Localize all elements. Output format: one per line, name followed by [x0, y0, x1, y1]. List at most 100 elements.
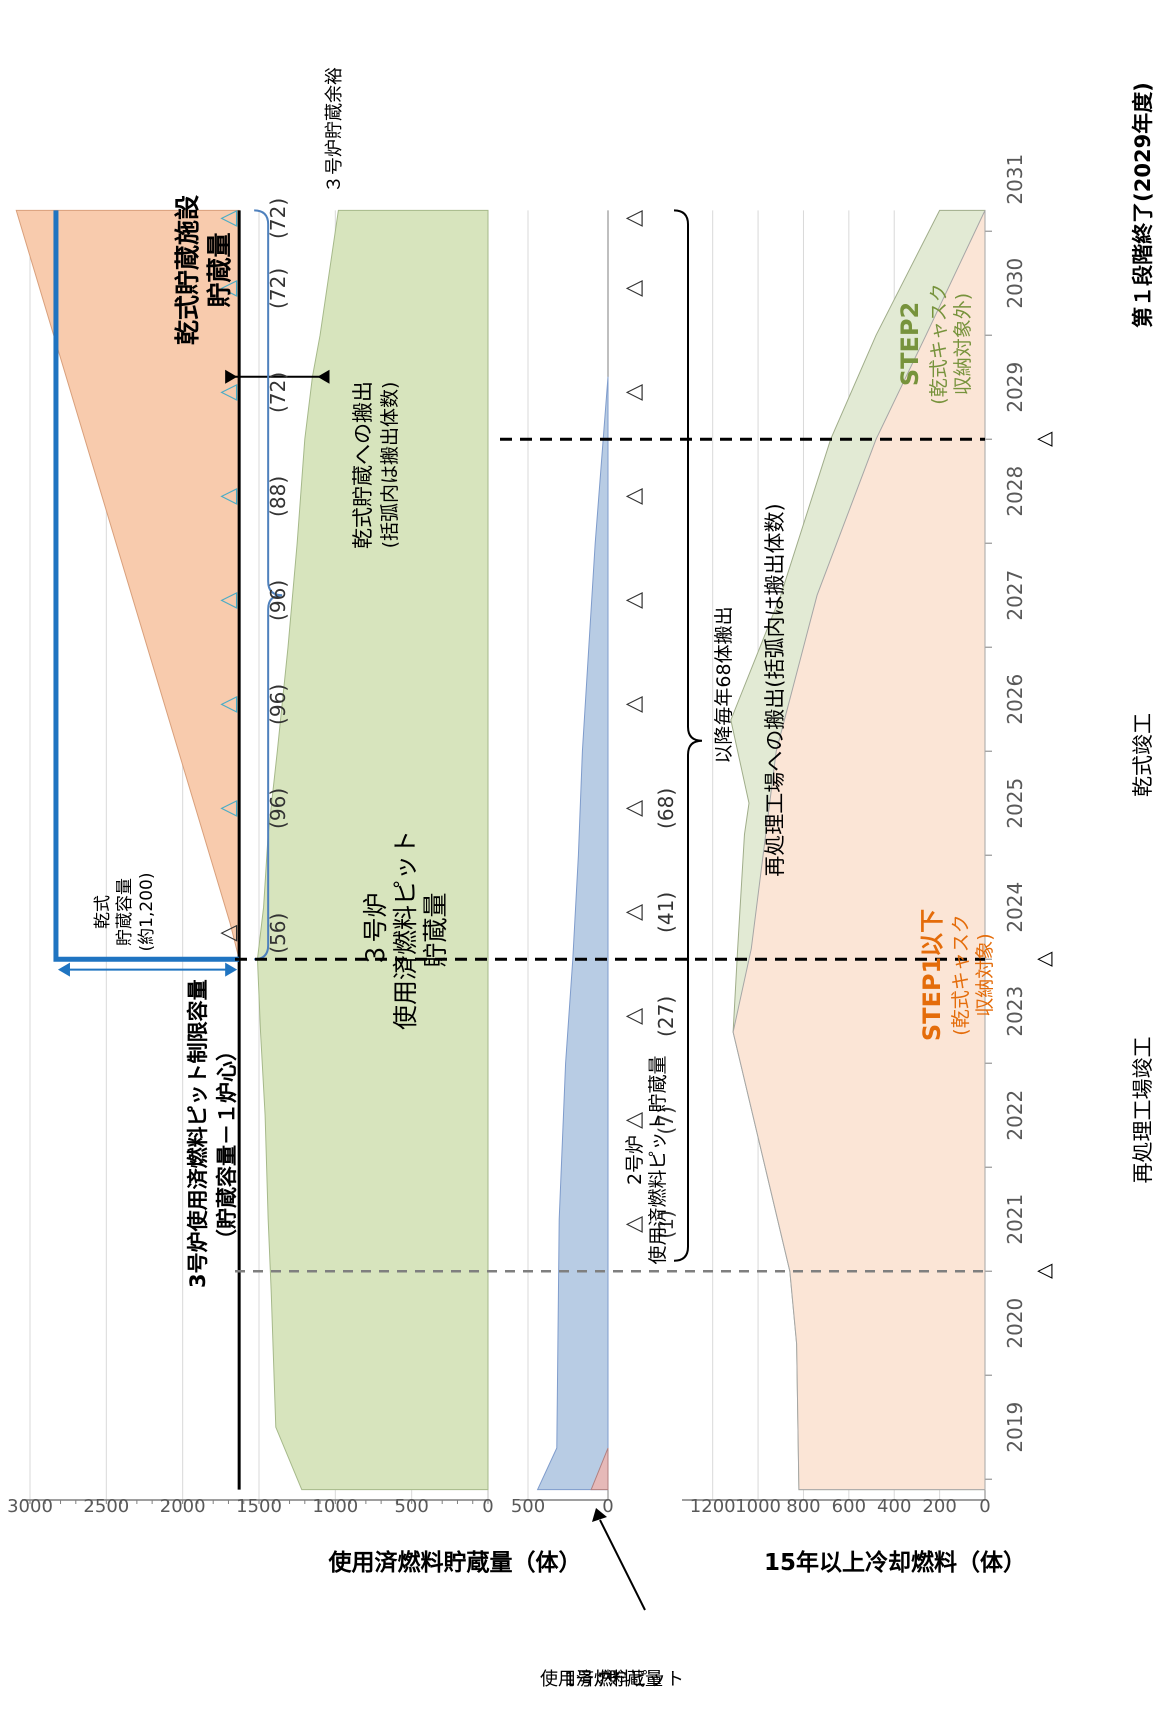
y-tick-label: 1000 — [312, 1496, 358, 1517]
dry-shipment-triangle: △ — [216, 696, 241, 713]
area-unit2-pit — [536, 376, 609, 1491]
x-tick-label: 2020 — [1003, 1298, 1027, 1349]
y-axis-title-mid-3: 貯蔵量 — [609, 1669, 663, 1690]
y-tick-label: 600 — [832, 1496, 866, 1517]
reproc-triangle: △ — [621, 210, 646, 227]
reproc-triangle: △ — [621, 696, 646, 713]
shipment-label-2: (括弧内は搬出体数) — [379, 382, 401, 549]
dry-shipment-count: (96) — [266, 580, 290, 621]
dry-shipment-count: (56) — [266, 913, 290, 954]
dry-shipment-triangle: △ — [216, 384, 241, 401]
dry-capacity-label-1: 乾式 — [93, 895, 113, 929]
reference-lines — [53, 209, 985, 1611]
area-step1 — [732, 210, 986, 1491]
y-axis-title-top: 使用済燃料貯蔵量（体） — [328, 1549, 582, 1576]
milestone-dry-complete: 乾式竣工 — [1131, 713, 1155, 797]
unit2-label-1: 2号炉 — [624, 1135, 646, 1185]
y-tick-label: 800 — [786, 1496, 820, 1517]
shipment-label-1: 乾式貯蔵への搬出 — [351, 381, 375, 549]
reproc-triangle: △ — [621, 1008, 646, 1025]
dry-shipment-count: (72) — [266, 372, 290, 413]
y-tick-label: 1500 — [236, 1496, 282, 1517]
dry-shipment-count: (96) — [266, 788, 290, 829]
dry-storage-label-2: 貯蔵量 — [205, 232, 234, 307]
area-dry-storage — [15, 209, 240, 960]
dry-shipment-triangle: △ — [216, 925, 241, 942]
limit-line-sublabel: （貯蔵容量－１炉心） — [215, 1040, 239, 1250]
y-tick-label: 0 — [482, 1496, 493, 1517]
step2-label-2: (乾式キャスク — [928, 283, 950, 404]
dry-shipment-triangle: △ — [216, 800, 241, 817]
x-tick-label: 2028 — [1003, 466, 1027, 517]
reproc-triangle: △ — [621, 592, 646, 609]
reproc-count: (1) — [654, 1210, 678, 1238]
dry-shipment-triangle: △ — [216, 280, 241, 297]
x-tick-label: 2022 — [1003, 1090, 1027, 1141]
step1-label-2: (乾式キャスク — [950, 914, 972, 1035]
y-tick-label: 2500 — [83, 1496, 129, 1517]
step1-label-3: 収納対象) — [974, 933, 996, 1016]
milestone-triangle: △ — [1031, 951, 1055, 967]
dry-shipment-triangle: △ — [216, 210, 241, 227]
tick-labels: 0 500 1000 1500 2000 2500 3000 0 500 0 200 400 600 80… — [7, 154, 1027, 1517]
unit1-pointer — [599, 1519, 646, 1611]
x-tick-label: 2019 — [1003, 1402, 1027, 1453]
y-tick-label: 0 — [979, 1496, 990, 1517]
reproc-triangle: △ — [621, 904, 646, 921]
reproc-count: (41) — [654, 892, 678, 933]
reproc-triangle: △ — [621, 384, 646, 401]
unit3-label-3: 貯蔵量 — [421, 892, 450, 967]
dry-capacity-label-3: (約1,200) — [137, 873, 157, 952]
dry-shipment-count: (96) — [266, 684, 290, 725]
y-tick-label: 200 — [922, 1496, 956, 1517]
dry-capacity-line — [53, 210, 240, 962]
y-tick-label: 2000 — [160, 1496, 206, 1517]
step2-label-1: STEP2 — [896, 302, 924, 386]
reproc-triangle: △ — [621, 488, 646, 505]
y-axis-title-bottom: 15年以上冷却燃料（体） — [764, 1549, 1026, 1576]
arrowhead — [225, 369, 238, 384]
reproc-count: (68) — [654, 788, 678, 829]
annotation-marks: △ (56) △ (96) △ (96) △ (96) △ (88) △ (72) △ (72) △ (72)… — [216, 198, 1055, 1279]
reproc-triangle: △ — [621, 1112, 646, 1129]
y-tick-label: 0 — [602, 1496, 613, 1517]
x-tick-label: 2029 — [1003, 362, 1027, 413]
x-tick-label: 2026 — [1003, 674, 1027, 725]
x-tick-label: 2024 — [1003, 882, 1027, 933]
area-unit1-pit — [590, 1447, 609, 1491]
y-axis-title-mid-1: 1号炉 — [564, 1669, 611, 1690]
dry-shipment-count: (72) — [266, 268, 290, 309]
reproc-every-year: 以降毎年68体搬出 — [713, 606, 735, 763]
y-tick-label: 500 — [511, 1496, 545, 1517]
reproc-shipment-label: 再処理工場への搬出(括弧内は搬出体数) — [763, 503, 787, 876]
step1-label-1: STEP1以下 — [918, 909, 946, 1041]
unit3-label-2: 使用済燃料ピット — [391, 830, 420, 1030]
y-tick-label: 500 — [394, 1496, 428, 1517]
dry-capacity-label-2: 貯蔵容量 — [115, 878, 135, 946]
reproc-brace — [673, 209, 703, 1262]
y-tick-label: 1200 — [690, 1496, 736, 1517]
limit-line-label: 3号炉使用済燃料ピット制限容量 — [186, 979, 210, 1288]
x-tick-label: 2025 — [1003, 778, 1027, 829]
x-tick-label: 2030 — [1003, 258, 1027, 309]
margin-label: ３号炉貯蔵余裕 — [324, 67, 345, 193]
x-tick-label: 2027 — [1003, 570, 1027, 621]
reproc-count: (7) — [654, 1106, 678, 1134]
reproc-triangle: △ — [621, 280, 646, 297]
reproc-count: (27) — [654, 996, 678, 1037]
milestone-triangle: △ — [1031, 431, 1055, 447]
milestone-reprocessing-plant: 再処理工場竣工 — [1131, 1037, 1155, 1184]
x-tick-label: 2031 — [1003, 154, 1027, 205]
y-tick-label: 400 — [877, 1496, 911, 1517]
dry-shipment-triangle: △ — [216, 592, 241, 609]
arrowhead — [317, 369, 330, 384]
step2-label-3: 収納対象外) — [952, 293, 974, 395]
milestone-triangle: △ — [1031, 1263, 1055, 1279]
arrowhead — [592, 1508, 607, 1522]
unit3-label-1: ３号炉 — [361, 892, 390, 967]
x-tick-label: 2021 — [1003, 1194, 1027, 1245]
unit2-label-2: 使用済燃料ピット貯蔵量 — [647, 1055, 669, 1264]
dry-shipment-brace — [254, 209, 283, 961]
